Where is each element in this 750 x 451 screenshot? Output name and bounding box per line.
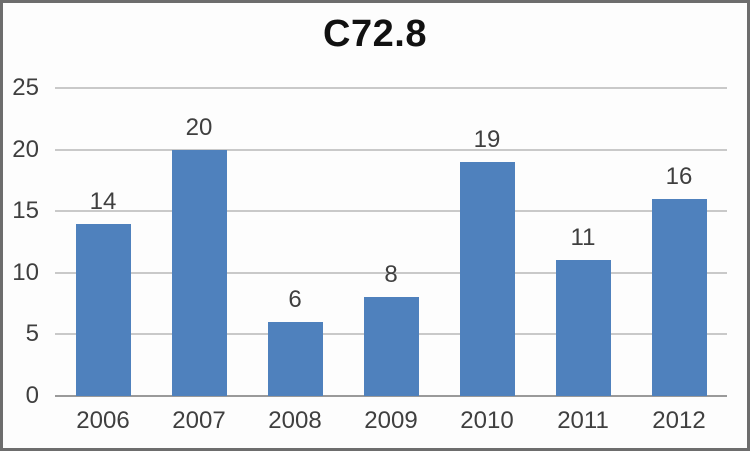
bar-2012 <box>651 198 707 396</box>
gridline <box>55 148 727 151</box>
bar-value-label: 19 <box>473 125 501 153</box>
y-axis-tick-label: 25 <box>12 74 39 101</box>
bar-value-label: 6 <box>288 286 302 314</box>
y-axis-tick-label: 0 <box>25 382 39 409</box>
gridline <box>55 271 727 274</box>
bar-value-label: 20 <box>185 113 213 141</box>
chart-title: C72.8 <box>323 13 427 55</box>
x-axis-tick-label: 2009 <box>364 407 418 434</box>
plot-area: 0 5 10 15 20 25 14 2006 20 2007 6 2008 8 2009 19 2010 11… <box>12 75 727 434</box>
bar-2010 <box>459 161 515 396</box>
bar-2008 <box>267 322 323 396</box>
bar-value-label: 8 <box>384 261 398 289</box>
bar-value-label: 14 <box>89 187 117 215</box>
bar-2007 <box>171 149 227 396</box>
x-axis-tick-label: 2007 <box>172 407 226 434</box>
gridline <box>55 87 727 89</box>
bar-2006 <box>75 223 131 396</box>
bar-2009 <box>363 297 419 396</box>
bar-value-label: 16 <box>665 162 693 190</box>
x-axis-line <box>55 395 727 397</box>
bar-value-label: 11 <box>570 224 596 252</box>
bar-2011 <box>555 260 611 396</box>
gridline <box>55 210 727 213</box>
x-axis-tick-label: 2011 <box>557 407 609 434</box>
y-axis-tick-label: 10 <box>12 258 39 286</box>
y-axis-tick-label: 5 <box>25 320 39 348</box>
x-axis-tick-label: 2012 <box>652 407 706 434</box>
y-axis-tick-label: 15 <box>12 197 39 225</box>
x-axis-tick-label: 2010 <box>460 407 514 434</box>
x-axis-tick-label: 2008 <box>268 407 322 434</box>
x-axis-tick-label: 2006 <box>76 407 130 434</box>
y-axis-tick-label: 20 <box>12 135 39 163</box>
